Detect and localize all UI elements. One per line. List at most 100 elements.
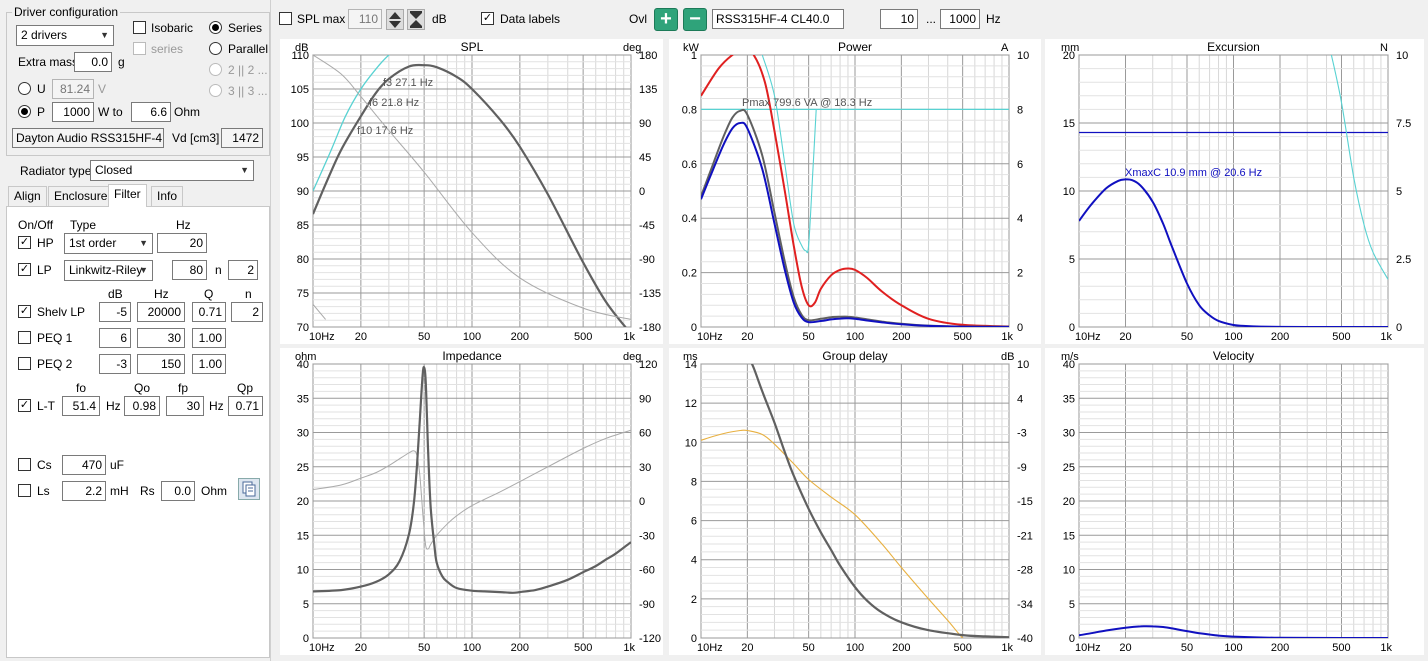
- y2-tick-label: -60: [639, 565, 655, 577]
- lt-label: L-T: [37, 399, 55, 413]
- ohm-unit: Ohm: [174, 105, 201, 119]
- power-chart[interactable]: Power kW A 1 0.8 0.6 0.4 0.2 0 10 8 6 4 2 0 10Hz 20 50 100…: [669, 39, 1041, 344]
- spl-max-input[interactable]: 110: [348, 9, 382, 29]
- hp-type-select[interactable]: 1st order ▼: [64, 233, 153, 254]
- cs-input[interactable]: 470: [62, 455, 106, 475]
- lt-qp-input[interactable]: 0.71: [228, 396, 263, 416]
- series-checkbox[interactable]: [133, 42, 146, 55]
- freq-ellipsis: ...: [926, 12, 937, 26]
- u-label: U: [37, 82, 46, 96]
- u-radio[interactable]: [18, 82, 31, 95]
- opt-22-radio[interactable]: [209, 63, 222, 76]
- chevron-down-icon: ▼: [139, 265, 148, 275]
- driver-name-field[interactable]: Dayton Audio RSS315HF-4: [12, 128, 164, 148]
- rs-input[interactable]: 0.0: [161, 481, 195, 501]
- lp-hz-input[interactable]: 80: [172, 260, 207, 280]
- copy-button[interactable]: [238, 478, 260, 500]
- tab-filter[interactable]: Filter: [108, 184, 147, 207]
- spl-up-down-button[interactable]: [386, 9, 404, 30]
- chart-title: SPL: [461, 40, 484, 54]
- y-tick-label: 20: [1063, 50, 1075, 62]
- parallel-radio[interactable]: [209, 42, 222, 55]
- shelv-db-input[interactable]: -5: [99, 302, 131, 322]
- x-tick-label: 500: [574, 642, 592, 654]
- filter-panel: [6, 206, 270, 658]
- rs-label: Rs: [140, 484, 155, 498]
- impedance-chart[interactable]: Impedance ohm deg 40 35 30 25 20 15 10 5 0 120 90 60 30…: [280, 348, 663, 655]
- peq1-q-input[interactable]: 1.00: [192, 328, 226, 348]
- series-group: [313, 55, 631, 327]
- x-tick-label: 500: [574, 331, 592, 343]
- y-tick-label: 25: [1063, 462, 1075, 474]
- peq1-hz-input[interactable]: 30: [137, 328, 185, 348]
- opt-33-radio[interactable]: [209, 84, 222, 97]
- peq2-q-input[interactable]: 1.00: [192, 354, 226, 374]
- shelv-db-header: dB: [108, 287, 123, 301]
- peq2-db-input[interactable]: -3: [99, 354, 131, 374]
- lt-fp-input[interactable]: 30: [166, 396, 204, 416]
- series-line-group-delay: [750, 364, 1009, 638]
- vd-field[interactable]: 1472: [221, 128, 263, 148]
- tab-info[interactable]: Info: [151, 186, 184, 206]
- freq-from-input[interactable]: 10: [880, 9, 918, 29]
- shelv-n-input[interactable]: 2: [231, 302, 263, 322]
- hp-hz-input[interactable]: 20: [157, 233, 207, 253]
- spl-chart[interactable]: SPL dB deg 110 105 100 95 90 85 80 75 70 180 135 90 45 0…: [280, 39, 663, 344]
- y2-tick-label: 7.5: [1396, 118, 1411, 130]
- shelv-lp-label: Shelv LP: [37, 305, 86, 319]
- lp-checkbox[interactable]: ✓: [18, 263, 31, 276]
- series-line-power-blue: [701, 121, 1009, 327]
- remove-overlay-button[interactable]: −: [683, 8, 707, 31]
- cs-checkbox[interactable]: [18, 458, 31, 471]
- lt-fo-input[interactable]: 51.4: [62, 396, 100, 416]
- data-labels-checkbox[interactable]: ✓: [481, 12, 494, 25]
- shelv-q-header: Q: [204, 287, 214, 301]
- hp-checkbox[interactable]: ✓: [18, 236, 31, 249]
- add-overlay-button[interactable]: +: [654, 8, 678, 31]
- shelv-hz-input[interactable]: 20000: [137, 302, 185, 322]
- x-tick-label: 100: [463, 331, 481, 343]
- group-delay-chart[interactable]: Group delay ms dB 14 12 10 8 6 4 2 0 10 4 -3 -9 -15 -21-…: [669, 348, 1041, 655]
- type-header: Type: [70, 218, 97, 232]
- excursion-chart[interactable]: Excursion mm N 20 15 10 5 0 10 7.5 5 2.5 0 10Hz 20 50 10…: [1045, 39, 1424, 344]
- lp-n-input[interactable]: 2: [228, 260, 258, 280]
- p-radio[interactable]: [18, 105, 31, 118]
- x-tick-label: 20: [355, 642, 367, 654]
- spl-max-checkbox[interactable]: [279, 12, 292, 25]
- isobaric-checkbox[interactable]: [133, 21, 146, 34]
- series-radio[interactable]: [209, 21, 222, 34]
- drivers-select[interactable]: 2 drivers ▼: [16, 25, 114, 46]
- u-input[interactable]: 81.24: [52, 79, 94, 99]
- ls-input[interactable]: 2.2: [62, 481, 106, 501]
- tab-enclosure[interactable]: Enclosure: [48, 186, 114, 206]
- radiator-type-select[interactable]: Closed ▼: [90, 160, 254, 181]
- tab-align[interactable]: Align: [8, 186, 47, 206]
- extra-mass-unit: g: [118, 55, 125, 69]
- peq2-hz-input[interactable]: 150: [137, 354, 185, 374]
- x-tick-label: 20: [355, 331, 367, 343]
- lp-type-select[interactable]: Linkwitz-Riley ▼: [64, 260, 153, 281]
- ls-checkbox[interactable]: [18, 484, 31, 497]
- series-line-power-cyan: [761, 55, 817, 254]
- series-group: [1079, 625, 1388, 638]
- extra-mass-input[interactable]: 0.0: [74, 52, 112, 72]
- p-input[interactable]: 1000: [52, 102, 94, 122]
- ovl-label: Ovl: [629, 12, 647, 26]
- shelv-lp-checkbox[interactable]: ✓: [18, 305, 31, 318]
- shelv-q-input[interactable]: 0.71: [192, 302, 226, 322]
- ohm-input[interactable]: 6.6: [131, 102, 171, 122]
- velocity-chart[interactable]: Velocity m/s 40 35 30 25 20 15 10 5 0 10Hz 20 50 100 20…: [1045, 348, 1424, 655]
- lt-qo-input[interactable]: 0.98: [124, 396, 160, 416]
- ls-label: Ls: [37, 484, 50, 498]
- freq-to-input[interactable]: 1000: [940, 9, 980, 29]
- driver-config-title: Driver configuration: [12, 5, 121, 19]
- overlay-name-field[interactable]: RSS315HF-4 CL40.0: [712, 9, 844, 29]
- peq1-db-input[interactable]: 6: [99, 328, 131, 348]
- rs-unit: Ohm: [201, 484, 228, 498]
- peq2-checkbox[interactable]: [18, 357, 31, 370]
- lt-checkbox[interactable]: ✓: [18, 399, 31, 412]
- x-tick-label: 200: [1271, 642, 1289, 654]
- spl-fit-button[interactable]: [407, 9, 425, 30]
- cs-unit: uF: [110, 458, 125, 472]
- peq1-checkbox[interactable]: [18, 331, 31, 344]
